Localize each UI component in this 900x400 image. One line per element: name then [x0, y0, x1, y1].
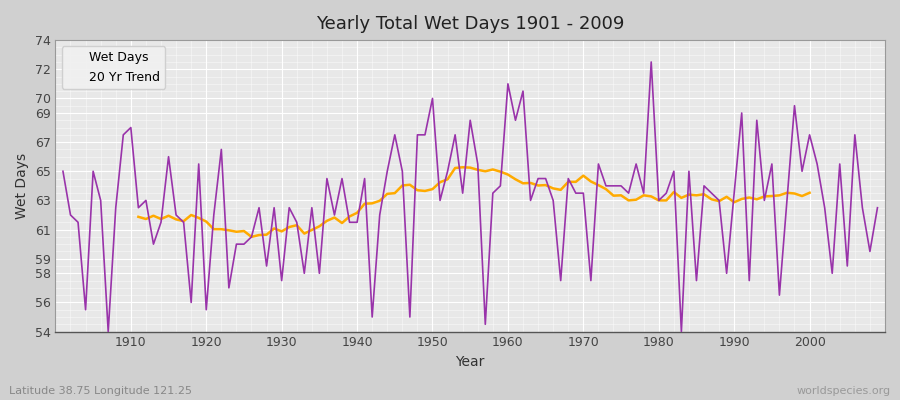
20 Yr Trend [133, 214, 144, 219]
20 Yr Trend [223, 228, 234, 233]
Line: 20 Yr Trend: 20 Yr Trend [139, 167, 810, 237]
Text: worldspecies.org: worldspecies.org [796, 386, 891, 396]
Wet Days [502, 82, 513, 86]
Wet Days [337, 176, 347, 181]
Wet Days [646, 60, 657, 64]
Wet Days [510, 118, 521, 123]
Wet Days [58, 169, 68, 174]
X-axis label: Year: Year [455, 355, 485, 369]
20 Yr Trend [457, 165, 468, 170]
20 Yr Trend [344, 214, 355, 219]
Y-axis label: Wet Days: Wet Days [15, 153, 29, 219]
Legend: Wet Days, 20 Yr Trend: Wet Days, 20 Yr Trend [62, 46, 166, 89]
Line: Wet Days: Wet Days [63, 62, 878, 332]
Wet Days [600, 184, 611, 188]
20 Yr Trend [805, 190, 815, 195]
Wet Days [292, 220, 302, 225]
Text: Latitude 38.75 Longitude 121.25: Latitude 38.75 Longitude 121.25 [9, 386, 192, 396]
20 Yr Trend [616, 193, 626, 198]
20 Yr Trend [246, 234, 256, 239]
20 Yr Trend [789, 191, 800, 196]
20 Yr Trend [706, 197, 717, 202]
Wet Days [125, 125, 136, 130]
Wet Days [103, 329, 113, 334]
Title: Yearly Total Wet Days 1901 - 2009: Yearly Total Wet Days 1901 - 2009 [316, 15, 625, 33]
20 Yr Trend [721, 194, 732, 199]
Wet Days [872, 205, 883, 210]
